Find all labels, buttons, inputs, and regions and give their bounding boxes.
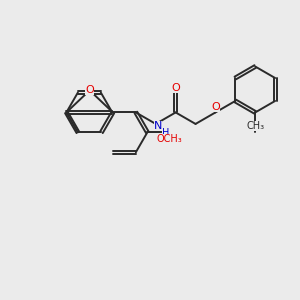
Text: O: O — [85, 85, 94, 95]
Text: O: O — [171, 82, 180, 93]
Text: N: N — [154, 121, 162, 131]
Text: H: H — [162, 128, 170, 138]
Text: CH₃: CH₃ — [246, 121, 264, 131]
Text: OCH₃: OCH₃ — [157, 134, 182, 144]
Text: O: O — [211, 102, 220, 112]
